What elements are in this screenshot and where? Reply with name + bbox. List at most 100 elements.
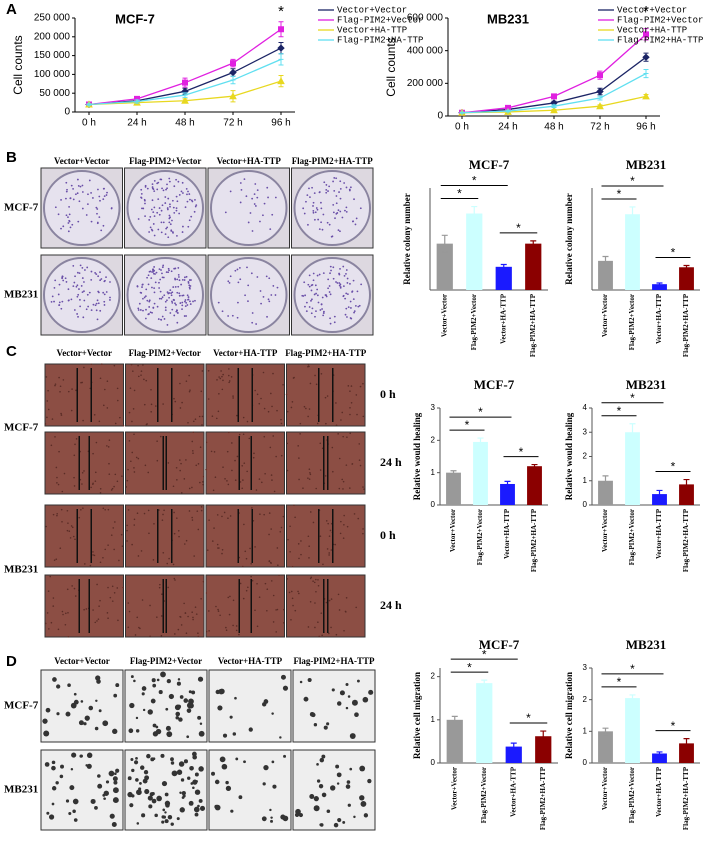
colony (176, 311, 179, 314)
cell (83, 608, 85, 611)
migrated-cell (333, 822, 339, 828)
cell (173, 397, 175, 400)
colony (310, 284, 313, 287)
photo (286, 574, 366, 638)
migrated-cell (326, 722, 330, 726)
migrated-cell (164, 819, 169, 824)
migrated-cell (197, 715, 202, 720)
colony (147, 274, 150, 277)
cell (236, 414, 238, 417)
migrated-cell (271, 712, 274, 715)
colony (319, 309, 322, 311)
cell (356, 413, 358, 416)
row-label: MB231 (4, 784, 38, 796)
cell (297, 543, 300, 545)
cell (300, 553, 302, 556)
migrated-cell (186, 735, 190, 739)
cell (52, 597, 55, 599)
cell (133, 389, 136, 392)
cell (196, 510, 199, 512)
cell (185, 539, 188, 542)
x-tick-label: Flag-PIM2+HA-TTP (539, 766, 547, 830)
colony (79, 185, 82, 188)
cell (179, 407, 182, 409)
cell (345, 464, 348, 466)
colony (175, 303, 177, 306)
migrated-cell (128, 728, 134, 734)
y-axis-label: Relative cell migration (412, 672, 422, 759)
migrated-cell (179, 807, 185, 813)
x-tick-label: Flag-PIM2+Vector (470, 294, 478, 350)
colony (345, 273, 347, 275)
colony (343, 182, 346, 184)
cell (216, 514, 219, 516)
colony (173, 211, 176, 214)
migrated-cell (263, 699, 269, 704)
colony (100, 229, 103, 232)
migrated-cell (48, 814, 55, 820)
migrated-cell (130, 675, 134, 679)
colony (151, 311, 153, 314)
colony (187, 281, 190, 283)
migrated-cell (135, 778, 139, 782)
colony (141, 207, 143, 210)
colony (159, 290, 162, 293)
colony (98, 216, 101, 219)
migrated-cell (183, 698, 189, 703)
colony (237, 281, 240, 284)
colony (333, 189, 336, 192)
migrated-cell (86, 763, 92, 769)
cell (326, 395, 329, 397)
colony (239, 182, 242, 184)
cell (140, 374, 142, 376)
colony (84, 269, 86, 271)
migrated-cell (347, 695, 351, 698)
colony (153, 266, 156, 268)
colony (251, 321, 254, 324)
colony (160, 269, 162, 271)
cell (55, 466, 58, 469)
migrated-cell (194, 812, 199, 817)
cell (113, 364, 116, 367)
x-tick-label: Flag-PIM2+HA-TTP (529, 293, 537, 357)
cell (315, 487, 317, 490)
cell (330, 598, 333, 600)
annotation: * (278, 3, 284, 20)
cell (106, 445, 108, 447)
colony (192, 300, 194, 303)
colony (74, 275, 76, 278)
colony (87, 305, 90, 308)
colony (353, 311, 355, 314)
cell (104, 388, 106, 391)
cell (345, 611, 347, 613)
photo (44, 574, 124, 638)
point (229, 68, 237, 77)
cell (217, 547, 219, 549)
colony (176, 278, 179, 281)
colony (175, 195, 178, 198)
cell (264, 582, 267, 585)
cell (60, 412, 62, 415)
migrated-cell (238, 795, 243, 800)
column-header: Vector+HA-TTP (213, 348, 278, 358)
x-tick-label: 72 h (223, 118, 242, 129)
cell (289, 551, 291, 553)
colony (178, 194, 181, 196)
colony (166, 324, 169, 326)
cell (225, 626, 227, 629)
migrated-cell (135, 729, 140, 733)
colony (60, 199, 62, 201)
cell (320, 612, 323, 614)
migrated-cell (94, 726, 99, 731)
colony (189, 198, 191, 201)
colony (76, 178, 79, 181)
migrated-cell (152, 683, 157, 688)
colony (90, 220, 93, 223)
migrated-cell (263, 764, 269, 771)
cell (130, 363, 133, 366)
cell (199, 481, 201, 484)
cell (137, 555, 140, 557)
colony (194, 198, 196, 201)
colony (151, 199, 154, 202)
time-label: 0 h (380, 528, 396, 542)
